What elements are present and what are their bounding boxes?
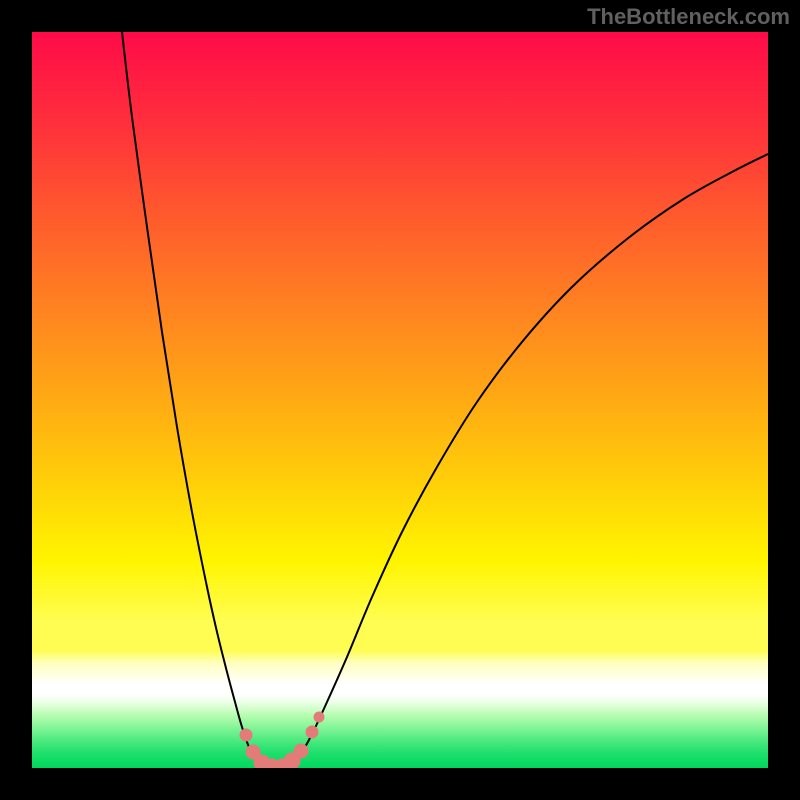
- bottleneck-curve: [32, 32, 768, 768]
- curve-marker: [314, 712, 324, 722]
- curve-markers: [240, 712, 324, 768]
- curve-marker: [306, 726, 318, 738]
- curve-marker: [294, 744, 308, 758]
- curve-path: [122, 32, 768, 768]
- curve-marker: [240, 729, 252, 741]
- plot-area: [32, 32, 768, 768]
- attribution-label: TheBottleneck.com: [587, 4, 790, 30]
